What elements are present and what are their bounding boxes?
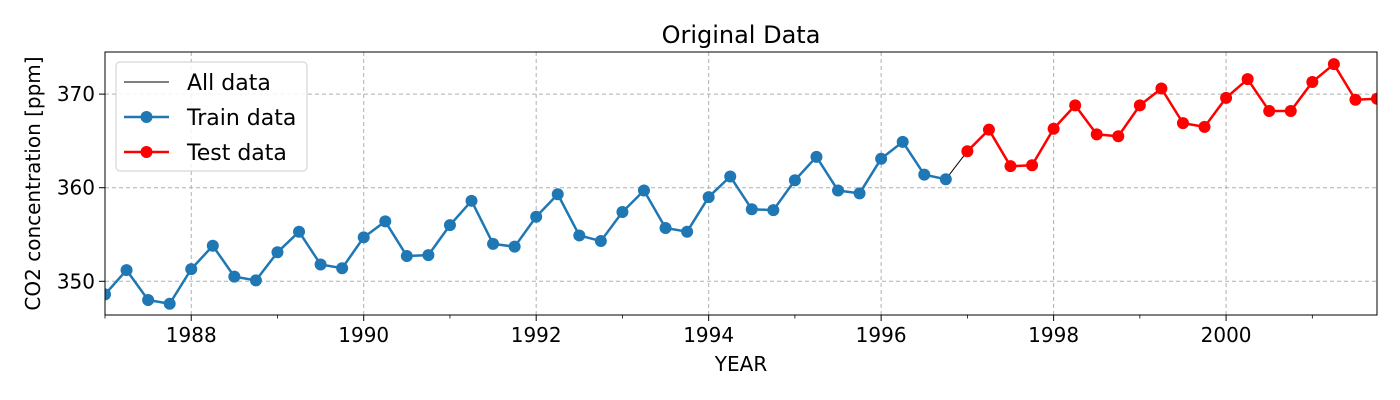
legend-box [115,61,308,172]
y-tick-label: 350 [57,269,95,293]
train-data-point [745,203,758,216]
test-data-point [1176,117,1189,130]
train-data-point [163,297,176,310]
train-data-point [810,150,823,163]
legend-label: Test data [186,141,287,166]
test-data-point [1284,104,1297,117]
train-data-point [767,204,780,217]
train-data-point [551,188,564,201]
legend-marker [140,111,153,123]
train-data-point [875,152,888,165]
y-axis-label: CO2 concentration [ppm] [21,56,45,310]
x-axis-label: YEAR [714,352,768,376]
test-data-point [1155,82,1168,95]
train-data-point [206,239,219,252]
test-data-point [1327,58,1340,71]
x-tick-label: 1994 [683,323,734,347]
test-data-point [1371,92,1377,105]
train-data-point [530,210,543,223]
x-minor-ticks [104,315,1313,319]
train-data-point [293,225,306,238]
train-data-point [379,215,392,228]
x-tick-label: 1996 [856,323,907,347]
test-data-point [1090,128,1103,141]
x-tick-label: 2000 [1201,323,1252,347]
train-data-point [724,170,737,183]
test-data-point [1220,91,1233,104]
chart-title: Original Data [662,21,821,49]
y-tick-label: 360 [57,176,95,200]
train-data-point [487,237,500,250]
x-tick-label: 1990 [338,323,389,347]
plot-frame [104,51,1378,316]
train-data-point [637,184,650,197]
legend: All data Train data Test data [115,61,308,172]
train-data-point [573,229,586,242]
test-data-point [1069,99,1082,112]
legend-label: Train data [186,106,296,131]
test-data-point [1306,75,1319,88]
train-data-line [105,140,947,306]
y-tick-label: 370 [57,82,95,106]
train-data-point [314,258,327,271]
train-data-point [400,250,413,263]
test-data-point [1198,120,1211,133]
legend-marker [140,146,153,158]
series-group [105,58,1377,310]
test-data-point [1133,99,1146,112]
x-tick-label: 1998 [1028,323,1079,347]
test-data-point [1349,93,1362,106]
train-data-point [105,288,111,301]
train-data-point [422,249,435,262]
train-data-point [271,246,284,259]
train-data-point [120,264,133,277]
test-data-point [1026,159,1039,172]
train-data-point [465,194,478,207]
train-data-point [249,274,262,287]
test-data-point [1004,160,1017,173]
test-data-point [961,145,974,158]
train-data-point [896,135,909,148]
test-data-point [1263,104,1276,117]
train-data-point [702,191,715,204]
legend-label: All data [187,71,271,96]
plot-area: 1988 1990 1992 1994 1996 1998 2000 350 360 370 All… [57,51,1378,347]
test-data-point [982,123,995,136]
train-data-point [357,231,370,244]
train-data-point [185,263,198,276]
train-data-point [659,221,672,234]
train-data-point [832,184,845,197]
train-data-point [336,262,349,275]
test-data-point [1112,130,1125,143]
test-data-point [1241,73,1254,86]
train-data-point [228,270,241,283]
train-data-point [508,240,521,253]
train-data-point [853,187,866,200]
test-data-point [1047,122,1060,135]
x-tick-label: 1988 [166,323,217,347]
train-data-point [594,235,607,248]
test-data-line [966,62,1377,168]
train-data-point [681,225,694,238]
x-tick-label: 1992 [511,323,562,347]
train-data-point [788,174,801,187]
train-data-point [443,219,456,232]
train-data-point [939,173,952,186]
train-data-point [142,294,155,307]
train-data-point [918,168,931,181]
train-data-point [616,206,629,219]
